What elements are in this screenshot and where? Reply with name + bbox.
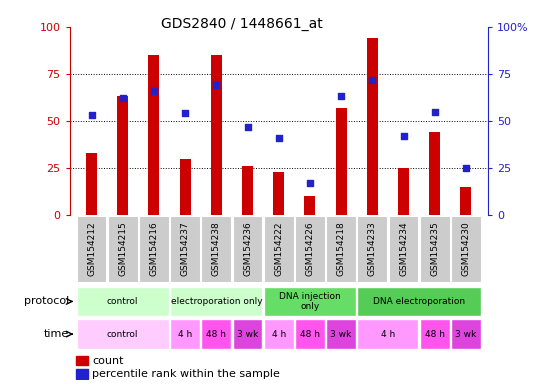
- FancyBboxPatch shape: [389, 216, 419, 281]
- Text: DNA electroporation: DNA electroporation: [373, 297, 465, 306]
- Point: [181, 110, 189, 116]
- Bar: [117, 96, 128, 215]
- Point: [306, 180, 314, 186]
- Bar: [148, 55, 159, 215]
- Bar: [304, 196, 315, 215]
- FancyBboxPatch shape: [358, 216, 388, 281]
- Text: percentile rank within the sample: percentile rank within the sample: [92, 369, 280, 379]
- Text: GSM154235: GSM154235: [430, 221, 439, 276]
- Text: 48 h: 48 h: [206, 329, 226, 339]
- Text: 3 wk: 3 wk: [331, 329, 352, 339]
- FancyBboxPatch shape: [295, 216, 325, 281]
- FancyBboxPatch shape: [233, 319, 263, 349]
- Bar: [398, 168, 409, 215]
- Text: control: control: [107, 297, 138, 306]
- Text: GSM154222: GSM154222: [274, 222, 283, 276]
- FancyBboxPatch shape: [451, 216, 481, 281]
- Point: [430, 109, 439, 115]
- Bar: [86, 153, 97, 215]
- FancyBboxPatch shape: [77, 319, 169, 349]
- Text: 48 h: 48 h: [300, 329, 320, 339]
- Point: [337, 93, 345, 99]
- Text: GSM154237: GSM154237: [181, 221, 190, 276]
- Point: [87, 112, 96, 118]
- FancyBboxPatch shape: [170, 319, 200, 349]
- Text: GSM154226: GSM154226: [306, 221, 315, 276]
- FancyBboxPatch shape: [77, 216, 107, 281]
- Text: GDS2840 / 1448661_at: GDS2840 / 1448661_at: [161, 17, 323, 31]
- FancyBboxPatch shape: [420, 319, 450, 349]
- FancyBboxPatch shape: [108, 216, 138, 281]
- Text: 3 wk: 3 wk: [237, 329, 258, 339]
- Text: GSM154218: GSM154218: [337, 221, 346, 276]
- FancyBboxPatch shape: [202, 216, 232, 281]
- FancyBboxPatch shape: [233, 216, 263, 281]
- Bar: [76, 369, 88, 379]
- Text: GSM154238: GSM154238: [212, 221, 221, 276]
- Point: [399, 133, 408, 139]
- Point: [212, 82, 221, 88]
- Text: GSM154215: GSM154215: [118, 221, 127, 276]
- FancyBboxPatch shape: [77, 287, 169, 316]
- Point: [274, 135, 283, 141]
- Text: 4 h: 4 h: [272, 329, 286, 339]
- Point: [150, 88, 158, 94]
- FancyBboxPatch shape: [202, 319, 232, 349]
- Text: 48 h: 48 h: [425, 329, 445, 339]
- FancyBboxPatch shape: [170, 216, 200, 281]
- Text: 4 h: 4 h: [381, 329, 395, 339]
- Bar: [211, 55, 222, 215]
- Text: protocol: protocol: [24, 296, 69, 306]
- Bar: [76, 356, 88, 366]
- FancyBboxPatch shape: [358, 287, 481, 316]
- Text: control: control: [107, 329, 138, 339]
- Text: electroporation only: electroporation only: [170, 297, 262, 306]
- FancyBboxPatch shape: [139, 216, 169, 281]
- Bar: [429, 132, 440, 215]
- Point: [118, 95, 127, 101]
- FancyBboxPatch shape: [358, 319, 419, 349]
- FancyBboxPatch shape: [326, 319, 356, 349]
- FancyBboxPatch shape: [170, 287, 263, 316]
- Point: [461, 165, 470, 171]
- FancyBboxPatch shape: [326, 216, 356, 281]
- Text: GSM154212: GSM154212: [87, 221, 96, 276]
- Text: GSM154233: GSM154233: [368, 221, 377, 276]
- FancyBboxPatch shape: [264, 216, 294, 281]
- Text: 4 h: 4 h: [178, 329, 192, 339]
- Bar: [367, 38, 378, 215]
- Text: GSM154234: GSM154234: [399, 221, 408, 276]
- Bar: [180, 159, 191, 215]
- FancyBboxPatch shape: [295, 319, 325, 349]
- FancyBboxPatch shape: [451, 319, 481, 349]
- Text: GSM154216: GSM154216: [150, 221, 159, 276]
- FancyBboxPatch shape: [420, 216, 450, 281]
- Text: count: count: [92, 356, 124, 366]
- Text: GSM154236: GSM154236: [243, 221, 252, 276]
- FancyBboxPatch shape: [264, 319, 294, 349]
- Text: DNA injection
only: DNA injection only: [279, 292, 341, 311]
- Text: time: time: [44, 329, 69, 339]
- Bar: [336, 108, 347, 215]
- Point: [368, 76, 377, 83]
- FancyBboxPatch shape: [264, 287, 356, 316]
- Text: 3 wk: 3 wk: [455, 329, 477, 339]
- Bar: [460, 187, 471, 215]
- Text: GSM154230: GSM154230: [461, 221, 471, 276]
- Point: [243, 124, 252, 130]
- Bar: [242, 166, 253, 215]
- Bar: [273, 172, 284, 215]
